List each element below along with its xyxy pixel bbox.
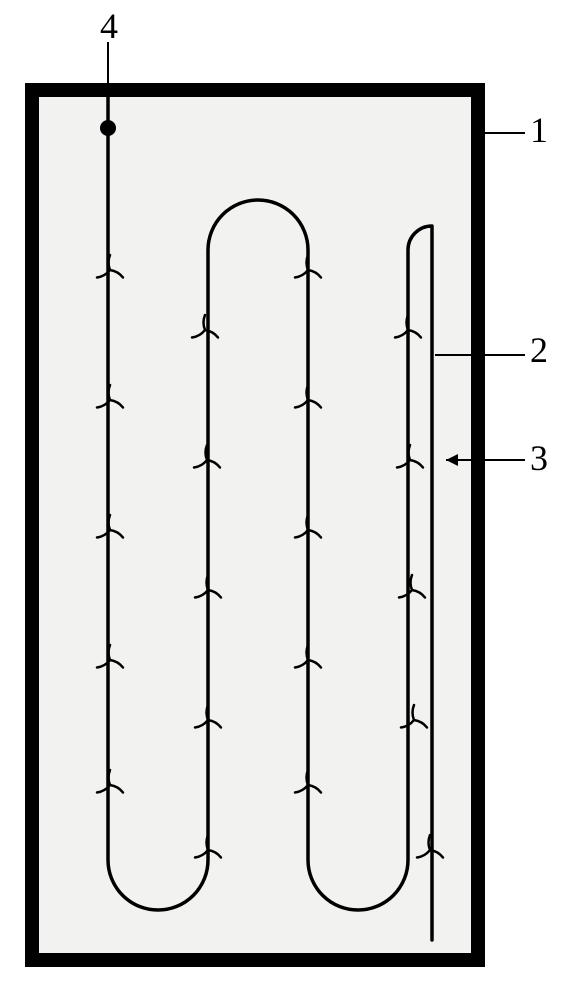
outer-frame (32, 90, 478, 960)
